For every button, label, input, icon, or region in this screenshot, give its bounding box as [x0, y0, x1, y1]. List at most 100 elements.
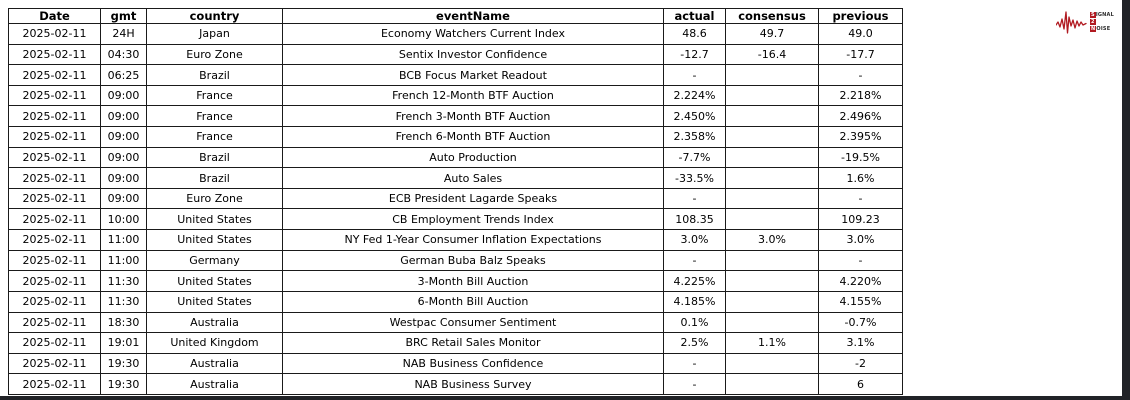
cell-consensus — [725, 64, 819, 86]
cell-eventname: Auto Production — [282, 146, 664, 169]
table-row: 2025-02-11 24H Japan Economy Watchers Cu… — [8, 23, 903, 45]
logo-badge-s: S — [1090, 11, 1096, 18]
cell-date: 2025-02-11 — [8, 311, 101, 334]
cell-actual: 2.450% — [663, 105, 726, 128]
cell-date: 2025-02-11 — [8, 249, 101, 272]
cell-eventname: NY Fed 1-Year Consumer Inflation Expecta… — [282, 229, 664, 251]
cell-gmt: 09:00 — [100, 146, 147, 169]
cell-country: France — [146, 105, 283, 128]
cell-actual: 4.185% — [663, 290, 726, 313]
cell-eventname: BCB Focus Market Readout — [282, 64, 664, 86]
cell-consensus: 1.1% — [725, 332, 819, 354]
cell-gmt: 18:30 — [100, 311, 147, 334]
cell-actual: -12.7 — [663, 43, 726, 66]
cell-previous: 2.496% — [818, 105, 903, 128]
logo-line-signal: SIGNAL — [1090, 11, 1114, 19]
cell-country: United States — [146, 290, 283, 313]
cell-date: 2025-02-11 — [8, 64, 101, 86]
cell-gmt: 11:30 — [100, 290, 147, 313]
column-header-previous: previous — [818, 8, 903, 24]
cell-actual: 4.225% — [663, 270, 726, 292]
logo-text-oise: OISE — [1096, 25, 1111, 32]
column-header-country: country — [146, 8, 283, 24]
cell-eventname: Auto Sales — [282, 167, 664, 189]
cell-gmt: 09:00 — [100, 167, 147, 189]
table-row: 2025-02-11 09:00 France French 12-Month … — [8, 84, 903, 107]
cell-actual: 0.1% — [663, 311, 726, 334]
cell-date: 2025-02-11 — [8, 270, 101, 292]
cell-date: 2025-02-11 — [8, 290, 101, 313]
cell-gmt: 19:30 — [100, 352, 147, 375]
table-row: 2025-02-11 09:00 Euro Zone ECB President… — [8, 187, 903, 210]
table-row: 2025-02-11 19:30 Australia NAB Business … — [8, 373, 903, 395]
cell-date: 2025-02-11 — [8, 187, 101, 210]
cell-previous: - — [818, 187, 903, 210]
cell-previous: 2.395% — [818, 126, 903, 148]
table-row: 2025-02-11 11:00 Germany German Buba Bal… — [8, 249, 903, 272]
cell-date: 2025-02-11 — [8, 126, 101, 148]
cell-previous: 3.1% — [818, 332, 903, 354]
cell-date: 2025-02-11 — [8, 208, 101, 231]
cell-date: 2025-02-11 — [8, 84, 101, 107]
cell-gmt: 04:30 — [100, 43, 147, 66]
logo-line-2: 2 — [1090, 18, 1114, 26]
cell-actual: -7.7% — [663, 146, 726, 169]
cell-eventname: French 6-Month BTF Auction — [282, 126, 664, 148]
cell-gmt: 19:01 — [100, 332, 147, 354]
column-header-actual: actual — [663, 8, 726, 24]
cell-gmt: 11:00 — [100, 249, 147, 272]
event-table-body: 2025-02-11 24H Japan Economy Watchers Cu… — [8, 23, 903, 395]
cell-eventname: 3-Month Bill Auction — [282, 270, 664, 292]
signal-2-noise-logo: SIGNAL 2 NOISE — [1056, 4, 1114, 40]
cell-consensus — [725, 167, 819, 189]
cell-consensus — [725, 105, 819, 128]
window-background-right-edge — [1122, 0, 1130, 400]
cell-date: 2025-02-11 — [8, 167, 101, 189]
table-row: 2025-02-11 09:00 Brazil Auto Sales -33.5… — [8, 167, 903, 189]
cell-date: 2025-02-11 — [8, 373, 101, 395]
cell-actual: 48.6 — [663, 23, 726, 45]
cell-date: 2025-02-11 — [8, 352, 101, 375]
cell-previous: 1.6% — [818, 167, 903, 189]
cell-date: 2025-02-11 — [8, 23, 101, 45]
cell-date: 2025-02-11 — [8, 105, 101, 128]
cell-date: 2025-02-11 — [8, 229, 101, 251]
cell-actual: - — [663, 373, 726, 395]
cell-actual: 3.0% — [663, 229, 726, 251]
cell-gmt: 11:00 — [100, 229, 147, 251]
cell-previous: 4.220% — [818, 270, 903, 292]
cell-country: Brazil — [146, 146, 283, 169]
table-row: 2025-02-11 19:01 United Kingdom BRC Reta… — [8, 332, 903, 354]
table-row: 2025-02-11 06:25 Brazil BCB Focus Market… — [8, 64, 903, 86]
cell-eventname: French 3-Month BTF Auction — [282, 105, 664, 128]
table-row: 2025-02-11 09:00 Brazil Auto Production … — [8, 146, 903, 169]
cell-consensus — [725, 84, 819, 107]
cell-previous: -0.7% — [818, 311, 903, 334]
cell-country: Japan — [146, 23, 283, 45]
cell-country: United States — [146, 208, 283, 231]
cell-eventname: Economy Watchers Current Index — [282, 23, 664, 45]
cell-country: Australia — [146, 373, 283, 395]
cell-country: Brazil — [146, 167, 283, 189]
table-row: 2025-02-11 04:30 Euro Zone Sentix Invest… — [8, 43, 903, 66]
cell-eventname: NAB Business Confidence — [282, 352, 664, 375]
cell-actual: -33.5% — [663, 167, 726, 189]
cell-consensus — [725, 311, 819, 334]
column-header-eventname: eventName — [282, 8, 664, 24]
cell-previous: -19.5% — [818, 146, 903, 169]
cell-gmt: 09:00 — [100, 126, 147, 148]
cell-country: Germany — [146, 249, 283, 272]
cell-previous: - — [818, 64, 903, 86]
cell-country: United States — [146, 270, 283, 292]
cell-eventname: NAB Business Survey — [282, 373, 664, 395]
table-row: 2025-02-11 11:00 United States NY Fed 1-… — [8, 229, 903, 251]
cell-eventname: Westpac Consumer Sentiment — [282, 311, 664, 334]
logo-line-noise: NOISE — [1090, 25, 1114, 33]
cell-consensus: 49.7 — [725, 23, 819, 45]
cell-country: United States — [146, 229, 283, 251]
cell-country: Euro Zone — [146, 43, 283, 66]
cell-eventname: Sentix Investor Confidence — [282, 43, 664, 66]
cell-country: Australia — [146, 311, 283, 334]
cell-date: 2025-02-11 — [8, 332, 101, 354]
cell-consensus — [725, 270, 819, 292]
